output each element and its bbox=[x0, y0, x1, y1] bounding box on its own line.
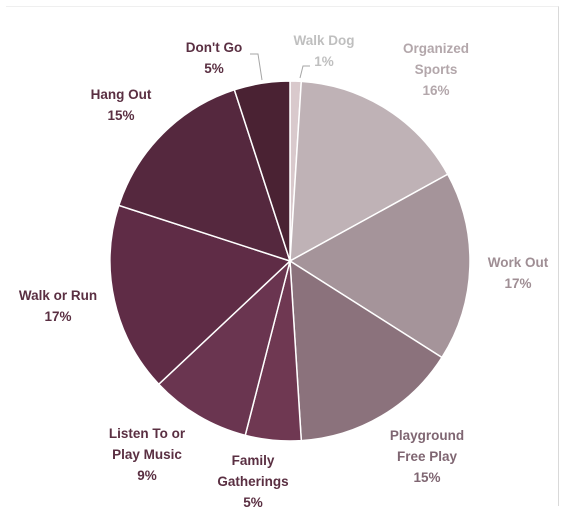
slice-percent: 15% bbox=[107, 108, 134, 123]
pie-slice-7 bbox=[117, 88, 292, 263]
slice-label-3: Playground Free Play 15% bbox=[390, 428, 464, 485]
slice-percent: 1% bbox=[314, 54, 334, 69]
slice-percent: 17% bbox=[44, 309, 71, 324]
slice-label-line: Listen To or bbox=[109, 426, 186, 441]
pie-slice-2 bbox=[288, 173, 471, 359]
slice-label-2: Work Out 17% bbox=[488, 255, 549, 291]
slice-label-5: Listen To or Play Music 9% bbox=[109, 426, 186, 483]
slice-percent: 15% bbox=[413, 470, 440, 485]
slice-label-1: Organized Sports 16% bbox=[403, 41, 469, 98]
slice-label-0: Walk Dog 1% bbox=[293, 33, 354, 69]
data-labels: Walk Dog 1% Organized Sports 16% Work Out 17% P… bbox=[19, 33, 549, 510]
pie-slice-5 bbox=[157, 258, 292, 437]
slice-label-line: Don't Go bbox=[186, 40, 242, 55]
pie-slice-6 bbox=[109, 204, 292, 386]
slice-label-line: Walk or Run bbox=[19, 288, 97, 303]
slice-percent: 9% bbox=[137, 468, 157, 483]
slice-label-line: Free Play bbox=[397, 449, 458, 464]
slice-label-line: Work Out bbox=[488, 255, 549, 270]
leader-line-8 bbox=[250, 53, 263, 81]
slice-percent: 5% bbox=[243, 495, 263, 510]
slice-label-8: Don't Go 5% bbox=[186, 40, 242, 76]
slice-label-line: Playground bbox=[390, 428, 464, 443]
slice-label-6: Walk or Run 17% bbox=[19, 288, 97, 324]
slice-label-line: Hang Out bbox=[91, 87, 152, 102]
slice-label-line: Walk Dog bbox=[293, 33, 354, 48]
pie-slices bbox=[109, 80, 471, 442]
slice-percent: 5% bbox=[204, 61, 224, 76]
leader-lines bbox=[250, 53, 310, 81]
slice-percent: 16% bbox=[422, 83, 449, 98]
slice-label-4: Family Gatherings 5% bbox=[217, 453, 288, 510]
slice-label-line: Gatherings bbox=[217, 474, 288, 489]
slice-percent: 17% bbox=[504, 276, 531, 291]
pie-slice-8 bbox=[233, 80, 291, 262]
pie-slice-1 bbox=[289, 80, 449, 263]
slice-label-7: Hang Out 15% bbox=[91, 87, 152, 123]
pie-slice-3 bbox=[289, 259, 444, 442]
slice-label-line: Organized bbox=[403, 41, 469, 56]
leader-line-0 bbox=[299, 65, 310, 79]
slice-label-line: Sports bbox=[415, 62, 458, 77]
slice-label-line: Family bbox=[232, 453, 275, 468]
slice-label-line: Play Music bbox=[112, 447, 182, 462]
